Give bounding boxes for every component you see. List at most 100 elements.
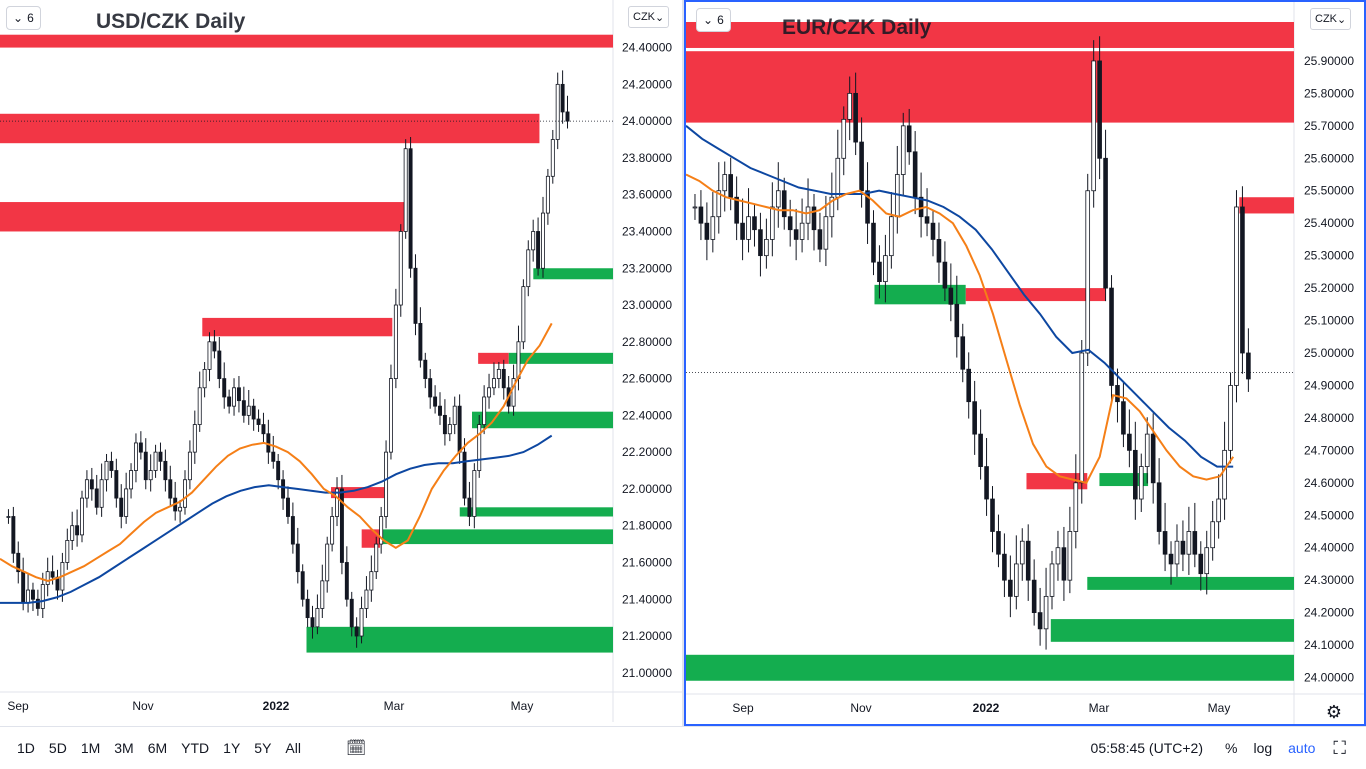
candle-body [900, 125, 906, 175]
candle-body [770, 206, 775, 240]
candle-body [408, 148, 413, 269]
range-button-1d[interactable]: 1D [17, 740, 35, 756]
candle-body [16, 552, 21, 573]
time-tick-label: Mar [384, 699, 405, 713]
range-button-6m[interactable]: 6M [147, 740, 168, 756]
settings-gear-icon[interactable]: ⚙ [1325, 702, 1342, 722]
currency-button[interactable]: CZK ⌄ [1310, 8, 1352, 30]
eurczk-chart-canvas[interactable]: 25.90000 25.80000 25.70000 25.60000 25.50000… [686, 2, 1364, 724]
candle-body [217, 350, 222, 379]
candle-body [948, 287, 954, 305]
candle-body [811, 206, 817, 231]
price-tick-label: 22.80000 [622, 335, 672, 349]
candle-body [330, 516, 335, 545]
candle-body [276, 460, 281, 481]
time-tick-label: 2022 [263, 699, 290, 713]
candle-body [178, 506, 183, 512]
chevron-down-icon: ⌄ [703, 13, 714, 27]
candle-body [1133, 449, 1138, 500]
price-tick-label: 24.20000 [1304, 606, 1354, 620]
candle-body [978, 433, 983, 467]
candle-body [143, 451, 148, 481]
candle-body [26, 589, 31, 604]
candle-body [335, 488, 339, 517]
usdczk-chart-pane[interactable]: 24.40000 24.20000 24.00000 23.80000 23.60000… [0, 0, 682, 726]
candle-body [148, 470, 153, 481]
time-tick-label: Mar [1089, 701, 1110, 715]
candle-body [80, 497, 84, 536]
currency-label: CZK [633, 11, 655, 23]
range-button-1m[interactable]: 1M [80, 740, 101, 756]
range-button-3m[interactable]: 3M [114, 740, 134, 756]
range-button-all[interactable]: All [285, 740, 301, 756]
candle-body [11, 516, 16, 554]
candle-body [960, 336, 966, 370]
candle-body [565, 111, 570, 122]
candle-body [501, 368, 506, 389]
candle-body [521, 286, 526, 343]
candle-body [374, 543, 379, 573]
log-toggle[interactable]: log [1253, 740, 1273, 756]
candle-body [251, 405, 256, 420]
time-tick-label: 2022 [973, 701, 1000, 715]
price-tick-label: 24.90000 [1304, 378, 1354, 392]
candle-body [305, 598, 310, 619]
candle-body [1198, 553, 1204, 575]
fullscreen-icon[interactable]: ⛶ [1333, 737, 1346, 758]
price-tick-label: 24.30000 [1304, 573, 1354, 587]
candle-body [477, 424, 482, 471]
candle-body [698, 206, 704, 224]
auto-toggle[interactable]: auto [1288, 740, 1316, 756]
range-button-ytd[interactable]: YTD [181, 740, 210, 756]
price-tick-label: 21.60000 [622, 555, 672, 569]
candle-body [222, 378, 227, 398]
candle-body [197, 387, 202, 425]
calendar-range-icon[interactable]: 🗓 [345, 740, 367, 757]
range-button-5y[interactable]: 5Y [254, 740, 272, 756]
candle-body [104, 460, 109, 481]
candle-body [728, 174, 733, 198]
price-tick-label: 24.00000 [622, 114, 672, 128]
interval-button[interactable]: ⌄ 6 [696, 8, 731, 32]
price-tick-label: 25.80000 [1304, 86, 1354, 100]
candle-body [158, 451, 163, 462]
currency-button[interactable]: CZK ⌄ [628, 6, 670, 28]
price-tick-label: 22.60000 [622, 372, 672, 386]
percent-toggle[interactable]: % [1225, 740, 1238, 756]
candle-body [31, 589, 35, 600]
chevron-down-icon: ⌄ [655, 11, 665, 24]
chart-title: EUR/CZK Daily [782, 16, 932, 39]
candle-body [344, 562, 349, 600]
candle-body [1138, 466, 1144, 500]
candle-body [1061, 547, 1067, 581]
interval-button[interactable]: ⌄ 6 [6, 6, 41, 30]
demand-zone [533, 268, 613, 280]
candle-body [1014, 563, 1019, 597]
range-button-1y[interactable]: 1Y [223, 740, 241, 756]
candle-body [1067, 531, 1073, 581]
pane-divider[interactable] [682, 0, 684, 726]
candle-body [1002, 553, 1007, 581]
range-button-5d[interactable]: 5D [48, 740, 67, 756]
candle-body [924, 216, 930, 224]
candle-body [1073, 482, 1079, 532]
candle-body [775, 190, 781, 208]
candle-body [457, 405, 462, 453]
candle-body [906, 125, 912, 153]
candle-body [442, 414, 447, 435]
supply-zone [0, 113, 540, 144]
candle-body [1109, 287, 1114, 386]
candle-body [84, 479, 89, 499]
clock[interactable]: 05:58:45 (UTC+2) [1090, 740, 1203, 756]
eurczk-chart-pane[interactable]: 25.90000 25.80000 25.70000 25.60000 25.50000… [684, 0, 1366, 726]
candle-body [954, 303, 960, 338]
candle-body [1103, 157, 1108, 289]
demand-zone [306, 626, 613, 653]
candle-body [1037, 612, 1043, 630]
candle-body [516, 341, 521, 379]
candle-body [734, 196, 739, 224]
usdczk-chart-canvas[interactable]: 24.40000 24.20000 24.00000 23.80000 23.60000… [0, 0, 682, 726]
candle-body [740, 222, 745, 240]
candle-body [496, 368, 501, 379]
candle-body [1186, 531, 1192, 555]
